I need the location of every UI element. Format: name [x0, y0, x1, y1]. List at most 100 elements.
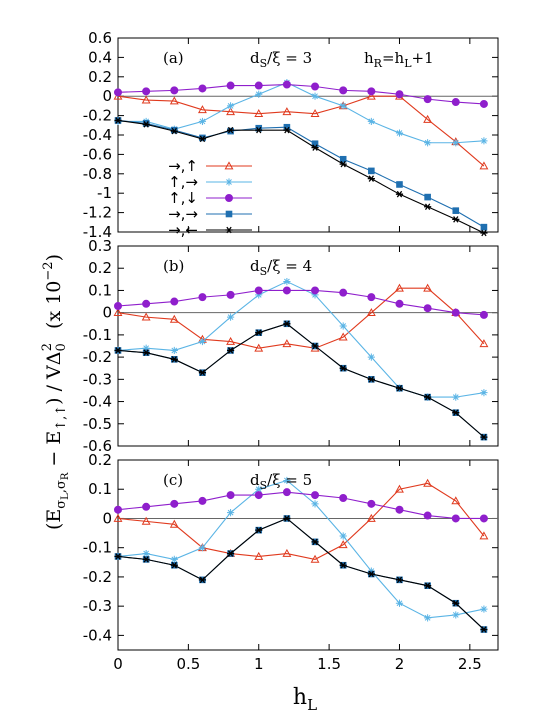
- data-point-asterisk: [395, 190, 404, 198]
- legend-label: ↑,↓: [168, 189, 198, 207]
- data-point-asterisk: [198, 369, 207, 376]
- y-tick-label: -0.3: [83, 597, 112, 615]
- series-line-asterisk: [117, 323, 485, 438]
- data-point-circle: [367, 499, 376, 508]
- data-point-asterisk: [114, 347, 122, 354]
- data-point-star: [255, 485, 263, 493]
- y-tick-label: -0.6: [83, 145, 112, 163]
- data-point-star: [170, 555, 178, 563]
- data-point-star: [198, 544, 207, 552]
- data-point-asterisk: [170, 356, 178, 363]
- data-point-asterisk: [114, 553, 122, 560]
- data-point-circle: [367, 293, 376, 302]
- y-tick-label: -0.1: [83, 326, 112, 344]
- data-point-star: [367, 117, 375, 126]
- data-point-asterisk: [311, 144, 319, 151]
- series-line-square: [117, 323, 485, 438]
- data-point-asterisk: [283, 320, 291, 328]
- y-tick-label: -0.3: [83, 370, 112, 388]
- y-tick-label: 0: [102, 87, 112, 105]
- data-point-circle: [114, 88, 122, 97]
- panel-parameter: dS/ξ = 3: [250, 49, 312, 70]
- data-point-asterisk: [142, 121, 150, 128]
- data-point-star: [480, 605, 488, 613]
- data-point-circle: [254, 286, 263, 295]
- data-point-star: [142, 549, 150, 558]
- data-point-square: [255, 124, 263, 132]
- data-point-star: [283, 476, 291, 485]
- y-tick-label: 0.3: [88, 237, 112, 255]
- data-point-star: [424, 614, 432, 622]
- data-point-asterisk: [226, 347, 235, 354]
- data-point-circle: [311, 491, 320, 500]
- data-point-circle: [170, 86, 179, 95]
- data-point-circle: [451, 98, 460, 107]
- data-point-circle: [226, 290, 235, 299]
- data-point-triangle: [366, 513, 376, 522]
- data-point-star: [283, 277, 291, 286]
- data-point-triangle: [282, 107, 292, 116]
- data-point-asterisk: [311, 342, 319, 350]
- y-tick-label: -0.4: [83, 626, 112, 644]
- data-point-asterisk: [367, 175, 375, 182]
- data-point-asterisk: [339, 364, 347, 372]
- data-point-circle: [114, 302, 122, 310]
- data-point-triangle: [197, 105, 207, 114]
- data-point-triangle: [254, 109, 264, 118]
- data-point-star: [339, 102, 347, 110]
- data-point-asterisk: [255, 329, 263, 336]
- series-line-asterisk: [117, 517, 485, 630]
- y-tick-label: 0.4: [88, 48, 112, 66]
- data-point-circle: [282, 488, 291, 497]
- data-point-circle: [423, 511, 432, 520]
- data-point-asterisk: [452, 216, 460, 223]
- data-point-star: [226, 102, 235, 110]
- data-point-asterisk: [339, 561, 347, 569]
- x-tick-label: 2.5: [458, 655, 482, 673]
- y-tick-label: -1.2: [83, 204, 112, 222]
- data-point-star: [142, 344, 150, 352]
- data-point-triangle: [113, 513, 123, 522]
- data-point-triangle: [479, 161, 489, 170]
- data-point-triangle: [451, 496, 461, 505]
- data-point-triangle: [338, 332, 348, 341]
- data-point-triangle: [226, 107, 236, 116]
- data-point-triangle: [479, 531, 489, 540]
- data-point-star: [311, 92, 319, 100]
- data-point-triangle: [423, 478, 433, 487]
- data-point-circle: [282, 286, 291, 295]
- data-point-square: [368, 167, 375, 175]
- panel-parameter: dS/ξ = 4: [250, 257, 312, 278]
- panel-label: (a): [163, 49, 184, 67]
- data-point-circle: [142, 502, 151, 511]
- legend-label: →,←: [168, 221, 198, 239]
- panel-a: -1.4-1.2 -1-0.8 -0.6-0.4-0.2 00.2 0.40.6 (a) d…: [83, 29, 499, 241]
- data-point-asterisk: [283, 515, 291, 522]
- data-point-asterisk: [424, 203, 432, 211]
- legend-label: →,→: [168, 205, 198, 223]
- y-tick-label: -0.2: [83, 107, 112, 125]
- series-line-star: [118, 82, 484, 144]
- data-point-star: [452, 139, 460, 147]
- data-point-asterisk: [142, 556, 150, 563]
- legend-label: ↑,→: [168, 173, 198, 191]
- data-point-triangle: [169, 314, 179, 323]
- data-point-circle: [254, 81, 263, 90]
- data-point-triangle: [113, 308, 123, 317]
- data-point-circle: [282, 80, 291, 89]
- legend-marker-circle: [225, 194, 233, 202]
- data-point-star: [226, 509, 235, 517]
- data-point-circle: [142, 87, 151, 96]
- data-point-triangle: [254, 551, 264, 560]
- x-axis-label: hL: [293, 685, 317, 714]
- data-point-circle: [198, 496, 207, 505]
- data-point-star: [339, 532, 347, 540]
- data-point-circle: [339, 288, 348, 297]
- panel-parameter: dS/ξ = 5: [250, 471, 312, 492]
- data-point-star: [480, 389, 488, 397]
- data-point-triangle: [282, 548, 292, 557]
- x-tick-label: 1: [254, 655, 264, 673]
- data-point-asterisk: [226, 550, 235, 557]
- panel-label: (c): [163, 471, 183, 489]
